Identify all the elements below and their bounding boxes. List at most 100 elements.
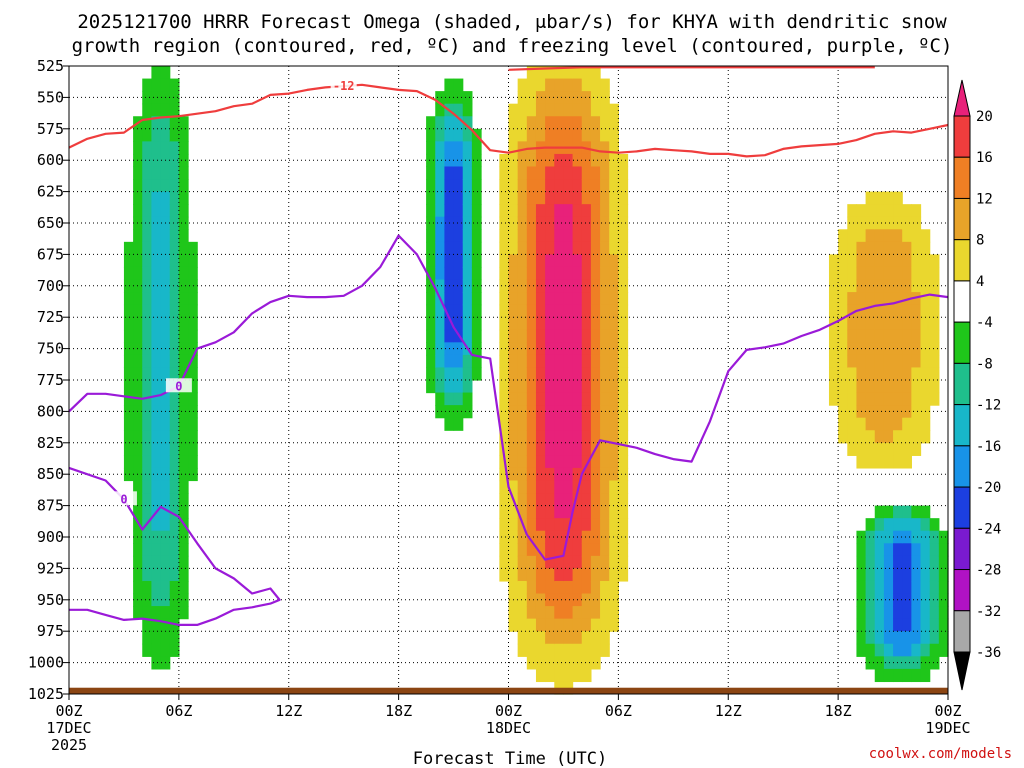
omega-cell [178, 505, 189, 519]
omega-cell [581, 530, 592, 544]
omega-cell [893, 455, 903, 469]
chart-subtitle: growth region (contoured, red, ºC) and f… [72, 35, 953, 57]
omega-cell [911, 518, 922, 532]
omega-cell [572, 116, 583, 130]
omega-cell [517, 304, 528, 318]
omega-cell [865, 631, 876, 645]
omega-cell [160, 392, 171, 406]
omega-cell [160, 417, 171, 431]
omega-cell [874, 430, 885, 444]
omega-cell [600, 430, 610, 444]
omega-cell [581, 166, 592, 180]
omega-cell [545, 116, 555, 130]
omega-cell [535, 656, 546, 670]
omega-cell [893, 543, 903, 557]
omega-cell [911, 668, 922, 683]
omega-cell [535, 292, 546, 306]
omega-cell [618, 455, 629, 469]
omega-cell [178, 141, 189, 155]
omega-cell [169, 279, 180, 293]
omega-cell [920, 606, 931, 620]
omega-cell [865, 543, 876, 557]
omega-cell [590, 317, 601, 331]
omega-cell [444, 380, 455, 394]
omega-cell [600, 91, 610, 105]
omega-cell [453, 342, 464, 356]
omega-cell [535, 153, 546, 168]
omega-cell [618, 518, 629, 532]
omega-cell [169, 618, 180, 632]
colorbar-label: -36 [976, 645, 1001, 661]
omega-cell [883, 266, 894, 281]
omega-cell [902, 643, 912, 657]
omega-cell [535, 166, 546, 180]
omega-cell [572, 329, 583, 343]
omega-cell [178, 580, 189, 595]
omega-cell [828, 380, 839, 394]
omega-cell [142, 78, 153, 92]
omega-cell [856, 618, 867, 632]
omega-cell [526, 128, 537, 142]
omega-cell [508, 304, 519, 318]
omega-cell [590, 91, 601, 105]
omega-cell [902, 329, 912, 343]
omega-cell [426, 204, 436, 218]
omega-cell [508, 618, 519, 632]
omega-cell [874, 580, 885, 595]
omega-cell [123, 241, 134, 255]
omega-cell [856, 631, 867, 645]
omega-cell [471, 367, 482, 381]
omega-cell [545, 467, 555, 482]
omega-cell [426, 128, 436, 142]
omega-cell [581, 66, 592, 80]
omega-cell [572, 103, 583, 117]
omega-cell [590, 555, 601, 569]
omega-cell [874, 317, 885, 331]
colorbar-label: 20 [976, 109, 993, 125]
omega-cell [572, 543, 583, 557]
omega-cell [929, 317, 940, 331]
omega-cell [160, 204, 171, 218]
omega-cell [938, 631, 949, 645]
omega-cell [893, 568, 903, 582]
omega-cell [508, 555, 519, 569]
omega-cell [545, 367, 555, 381]
omega-cell [535, 568, 546, 582]
omega-cell [618, 153, 629, 168]
omega-cell [554, 668, 565, 683]
omega-cell [609, 103, 619, 117]
omega-cell [462, 254, 473, 268]
colorbar-cell [953, 156, 971, 199]
omega-cell [600, 480, 610, 494]
omega-cell [893, 505, 903, 519]
colorbar-label: -8 [976, 356, 993, 372]
omega-cell [600, 229, 610, 243]
omega-cell [847, 380, 858, 394]
omega-cell [526, 367, 537, 381]
omega-cell [142, 530, 153, 544]
omega-cell [929, 279, 940, 293]
omega-cell [554, 392, 565, 406]
omega-cell [902, 279, 912, 293]
omega-cell [160, 430, 171, 444]
omega-cell [462, 116, 473, 130]
omega-cell [499, 166, 510, 180]
omega-cell [545, 505, 555, 519]
omega-cell [142, 128, 153, 142]
omega-cell [160, 229, 171, 243]
omega-cell [526, 342, 537, 356]
colorbar-cell [953, 651, 971, 691]
omega-cell [151, 329, 162, 343]
omega-cell [517, 480, 528, 494]
omega-cell [453, 141, 464, 155]
omega-cell [151, 78, 162, 92]
omega-cell [178, 216, 189, 230]
omega-cell [508, 354, 519, 369]
omega-cell [545, 66, 555, 80]
omega-cell [471, 342, 482, 356]
omega-cell [563, 568, 574, 582]
omega-cell [444, 116, 455, 130]
omega-cell [526, 405, 537, 419]
omega-cell [618, 417, 629, 431]
omega-cell [142, 179, 153, 193]
